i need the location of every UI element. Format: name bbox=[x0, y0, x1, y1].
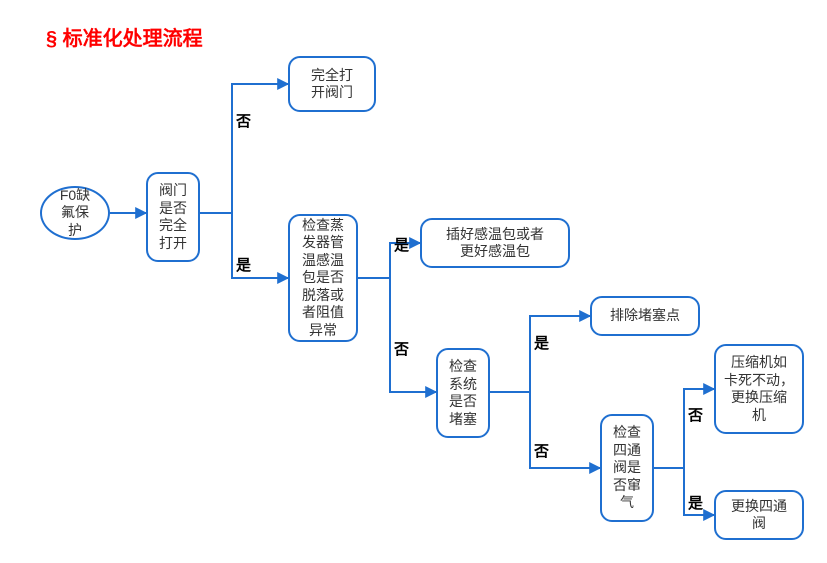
node-replace-4way: 更换四通 阀 bbox=[714, 490, 804, 540]
node-check-sensor-text: 检查蒸 发器管 温感温 包是否 脱落或 者阻值 异常 bbox=[302, 217, 344, 340]
edges-layer bbox=[0, 0, 827, 563]
node-replace-compressor-text: 压缩机如 卡死不动， 更换压缩 机 bbox=[724, 354, 794, 424]
edge-6 bbox=[390, 278, 436, 392]
node-fix-sensor-text: 插好感温包或者 更好感温包 bbox=[446, 226, 544, 261]
edge-11 bbox=[684, 389, 714, 468]
node-open-valve-text: 完全打 开阀门 bbox=[311, 67, 353, 102]
node-clear-blockage: 排除堵塞点 bbox=[590, 296, 700, 336]
diagram-title: § 标准化处理流程 bbox=[46, 22, 203, 51]
node-start: F0缺 氟保 护 bbox=[40, 186, 110, 240]
edge-label-5: 是 bbox=[394, 234, 409, 255]
edge-label-8: 是 bbox=[534, 332, 549, 353]
flowchart-canvas: § 标准化处理流程 F0缺 氟保 护 阀门 是否 完全 打开 完全打 开阀门 检… bbox=[0, 0, 827, 563]
node-clear-blockage-text: 排除堵塞点 bbox=[610, 307, 680, 325]
node-valve-open-q-text: 阀门 是否 完全 打开 bbox=[159, 182, 187, 252]
edge-8 bbox=[530, 316, 590, 392]
edge-label-9: 否 bbox=[534, 440, 549, 461]
node-check-blockage: 检查 系统 是否 堵塞 bbox=[436, 348, 490, 438]
node-check-sensor: 检查蒸 发器管 温感温 包是否 脱落或 者阻值 异常 bbox=[288, 214, 358, 342]
edge-2 bbox=[232, 84, 288, 213]
node-check-blockage-text: 检查 系统 是否 堵塞 bbox=[449, 358, 477, 428]
edge-label-2: 否 bbox=[236, 110, 251, 131]
node-valve-open-q: 阀门 是否 完全 打开 bbox=[146, 172, 200, 262]
edge-label-11: 否 bbox=[688, 404, 703, 425]
node-replace-4way-text: 更换四通 阀 bbox=[731, 498, 787, 533]
node-start-text: F0缺 氟保 护 bbox=[60, 187, 90, 240]
edge-label-12: 是 bbox=[688, 492, 703, 513]
node-check-4way-text: 检查 四通 阀是 否窜 气 bbox=[613, 424, 641, 512]
edge-label-6: 否 bbox=[394, 338, 409, 359]
node-fix-sensor: 插好感温包或者 更好感温包 bbox=[420, 218, 570, 268]
node-open-valve: 完全打 开阀门 bbox=[288, 56, 376, 112]
node-replace-compressor: 压缩机如 卡死不动， 更换压缩 机 bbox=[714, 344, 804, 434]
node-check-4way: 检查 四通 阀是 否窜 气 bbox=[600, 414, 654, 522]
edge-label-3: 是 bbox=[236, 254, 251, 275]
